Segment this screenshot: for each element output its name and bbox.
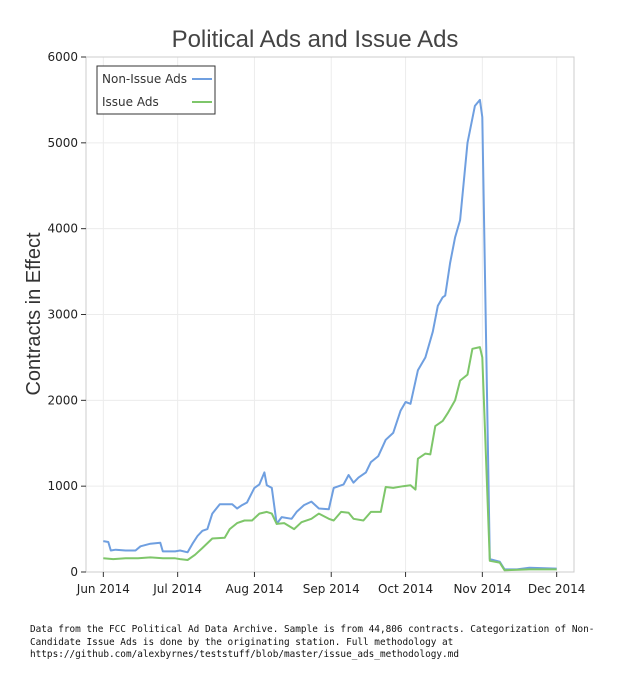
line-chart: Political Ads and Issue Ads Contracts in… <box>23 26 585 596</box>
y-tick-label: 3000 <box>47 308 78 322</box>
x-tick-label: Jul 2014 <box>152 582 202 596</box>
series-line-issue-ads <box>103 346 557 572</box>
y-axis-label: Contracts in Effect <box>23 232 45 395</box>
series-line-non-issue-ads <box>103 98 557 571</box>
y-tick-label: 1000 <box>47 479 78 493</box>
x-tick-label: Dec 2014 <box>528 582 586 596</box>
y-tick-label: 0 <box>70 565 78 579</box>
legend-label-non-issue-ads: Non-Issue Ads <box>102 72 187 86</box>
y-tick-label: 6000 <box>47 50 78 64</box>
chart-title: Political Ads and Issue Ads <box>172 26 459 53</box>
y-tick-label: 2000 <box>47 393 78 407</box>
y-tick-label: 5000 <box>47 136 78 150</box>
x-tick-label: Jun 2014 <box>76 582 130 596</box>
legend: Non-Issue Ads Issue Ads <box>96 65 216 115</box>
x-tick-label: Aug 2014 <box>226 582 284 596</box>
grid-lines <box>86 56 574 573</box>
x-tick-label: Oct 2014 <box>378 582 433 596</box>
legend-label-issue-ads: Issue Ads <box>102 95 159 109</box>
x-tick-label: Nov 2014 <box>453 582 511 596</box>
legend-box <box>96 65 216 115</box>
x-tick-label: Sep 2014 <box>303 582 360 596</box>
data-source-footnote: Data from the FCC Political Ad Data Arch… <box>30 624 595 660</box>
axis-ticks: 0 1000 2000 3000 4000 5000 6000 Jun 2014 Jul 201… <box>47 50 585 596</box>
y-tick-label: 4000 <box>47 222 78 236</box>
series-lines <box>103 98 557 572</box>
